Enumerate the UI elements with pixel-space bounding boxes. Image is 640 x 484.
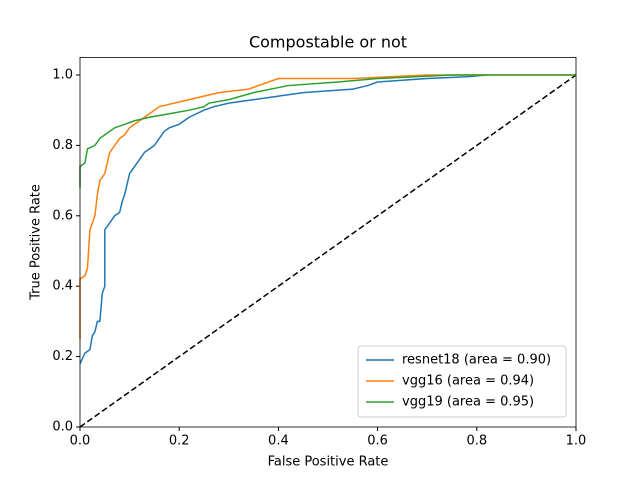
y-tick-label: 0.4 <box>52 279 73 294</box>
y-tick-label: 0.2 <box>52 349 73 364</box>
x-tick-label: 0.6 <box>367 434 388 449</box>
x-axis-label: False Positive Rate <box>268 455 389 470</box>
y-tick-label: 0.0 <box>52 420 73 435</box>
plot-frame <box>79 57 577 428</box>
legend-box <box>357 345 567 418</box>
y-tick-label: 0.8 <box>52 138 73 153</box>
diagonal-line <box>79 74 577 428</box>
x-tick-label: 0.4 <box>268 434 289 449</box>
x-tick-label: 0.2 <box>169 434 190 449</box>
x-tick-label: 1.0 <box>566 434 587 449</box>
y-tick-label: 1.0 <box>52 68 73 83</box>
x-tick-label: 0.0 <box>70 434 91 449</box>
x-tick-label: 0.8 <box>466 434 487 449</box>
legend-label: vgg19 (area = 0.95) <box>402 395 534 410</box>
legend-label: resnet18 (area = 0.90) <box>402 353 551 368</box>
legend-label: vgg16 (area = 0.94) <box>402 374 534 389</box>
roc-curve <box>79 74 487 364</box>
y-axis-label: True Positive Rate <box>29 184 44 301</box>
roc-curve <box>79 74 576 188</box>
roc-curve <box>79 74 576 339</box>
chart-title: Compostable or not <box>249 33 407 52</box>
y-tick-label: 0.6 <box>52 208 73 223</box>
